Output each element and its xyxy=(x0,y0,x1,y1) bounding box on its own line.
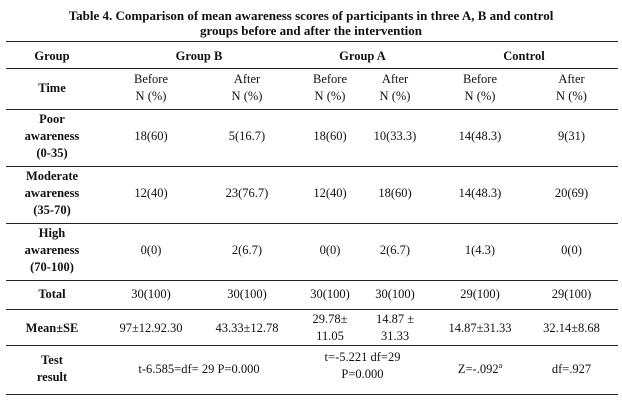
table-cell: 43.33±12.78 xyxy=(215,321,279,335)
table-cell: 2(6.7) xyxy=(231,243,263,257)
row-label-line: (70-100) xyxy=(30,260,74,274)
table-cell: 32.14±8.68 xyxy=(543,321,600,335)
table-cell: 2(6.7) xyxy=(379,243,411,257)
table-caption: Table 4. Comparison of mean awareness sc… xyxy=(0,8,622,38)
header-rule-1 xyxy=(6,68,618,69)
row-label-line: Poor xyxy=(39,112,65,126)
row-label-line: awareness xyxy=(24,243,80,257)
table-cell: 29(100) xyxy=(460,287,500,301)
subheader-cell: Before N (%) xyxy=(295,71,365,105)
row-rule-5 xyxy=(6,345,618,346)
table-cell: 30(100) xyxy=(131,287,171,301)
subheader-unit: N (%) xyxy=(464,89,496,103)
row-rule-1 xyxy=(6,166,618,167)
row-label-line: Moderate xyxy=(25,169,79,183)
subheader-time: After xyxy=(558,72,585,86)
table-cell: 1(4.3) xyxy=(464,243,496,257)
subheader-unit: N (%) xyxy=(556,89,587,103)
test-result-control-z: Z=-.092a xyxy=(430,361,530,378)
table-cell: 12(40) xyxy=(313,186,347,200)
test-result-group-b: t-6.585=df= 29 P=0.000 xyxy=(138,362,260,376)
test-result-group-a: t=-5.221 df=29 P=0.000 xyxy=(295,349,430,383)
row-label-total: Total xyxy=(38,287,66,301)
cell-line: 31.33 xyxy=(380,329,410,343)
cell-line: 29.78± xyxy=(312,312,348,326)
table-cell: 10(33.3) xyxy=(373,129,417,143)
test-result-control-df: df=.927 xyxy=(551,362,592,376)
table-cell: 20(69) xyxy=(554,186,589,200)
table-cell: 5(16.7) xyxy=(228,129,266,143)
table-cell: 30(100) xyxy=(375,287,415,301)
row-rule-2 xyxy=(6,223,618,224)
subheader-time: After xyxy=(381,72,409,86)
table-cell: 14.87±31.33 xyxy=(448,321,512,335)
table-cell: 9(31) xyxy=(557,129,586,143)
table-cell: 18(60) xyxy=(378,186,412,200)
row-label-line: awareness xyxy=(24,186,80,200)
subheader-unit: N (%) xyxy=(135,89,167,103)
table-cell: 30(100) xyxy=(310,287,350,301)
row-label-line: (35-70) xyxy=(33,203,71,217)
table-cell: 18(60) xyxy=(134,129,168,143)
row-label-line: result xyxy=(36,370,68,384)
group-header-label: Group xyxy=(34,49,70,63)
caption-line-2: groups before and after the intervention xyxy=(199,23,423,38)
cell-line: P=0.000 xyxy=(341,367,384,381)
subheader-time: Before xyxy=(462,72,497,86)
control-header: Control xyxy=(503,49,545,63)
table-cell: 12(40) xyxy=(134,186,168,200)
table-cell: 0(0) xyxy=(319,243,341,257)
row-label-line: Test xyxy=(41,353,63,367)
header-rule-2 xyxy=(6,109,618,110)
table-cell: 18(60) xyxy=(313,129,347,143)
table-cell: 30(100) xyxy=(227,287,267,301)
table-cell: 29.78± 11.05 xyxy=(295,311,365,345)
row-label-mean-se: Mean±SE xyxy=(25,321,79,335)
row-label-line: High xyxy=(38,226,66,240)
subheader-cell: Before N (%) xyxy=(430,71,530,105)
caption-line-1: Table 4. Comparison of mean awareness sc… xyxy=(68,8,554,23)
table-cell: 29(100) xyxy=(551,287,592,301)
table-cell: 14(48.3) xyxy=(458,186,502,200)
group-a-header: Group A xyxy=(339,49,386,63)
subheader-unit: N (%) xyxy=(379,89,411,103)
table-cell: 0(0) xyxy=(561,243,582,257)
table-top-rule xyxy=(6,41,618,42)
group-b-header: Group B xyxy=(175,49,223,63)
subheader-cell: Before N (%) xyxy=(103,71,199,105)
subheader-cell: After N (%) xyxy=(360,71,430,105)
table-bottom-rule xyxy=(6,394,618,395)
subheader-time: Before xyxy=(133,72,168,86)
subheader-cell: After N (%) xyxy=(199,71,295,105)
row-rule-4 xyxy=(6,309,618,310)
footnote-marker: a xyxy=(498,360,503,370)
row-label-line: (0-35) xyxy=(36,146,68,160)
table-cell: 97±12.92.30 xyxy=(119,321,183,335)
subheader-unit: N (%) xyxy=(231,89,263,103)
subheader-unit: N (%) xyxy=(314,89,346,103)
row-label-test-result: Test result xyxy=(10,352,94,386)
time-header-label: Time xyxy=(38,81,66,95)
cell-line: 11.05 xyxy=(316,329,344,343)
table-cell: 23(76.7) xyxy=(225,186,269,200)
cell-line: t=-5.221 df=29 xyxy=(324,350,401,364)
row-label-moderate-awareness: Moderate awareness (35-70) xyxy=(10,168,94,219)
table-cell: 0(0) xyxy=(140,243,162,257)
row-rule-3 xyxy=(6,280,618,281)
row-label-high-awareness: High awareness (70-100) xyxy=(10,225,94,276)
subheader-time: After xyxy=(233,72,261,86)
subheader-time: Before xyxy=(312,72,347,86)
table-cell: 14.87 ± 31.33 xyxy=(360,311,430,345)
table-cell: 14(48.3) xyxy=(458,129,502,143)
cell-line: 14.87 ± xyxy=(375,312,415,326)
z-statistic: Z=-.092 xyxy=(457,362,499,376)
row-label-poor-awareness: Poor awareness (0-35) xyxy=(10,111,94,162)
row-label-line: awareness xyxy=(24,129,80,143)
subheader-cell: After N (%) xyxy=(525,71,618,105)
